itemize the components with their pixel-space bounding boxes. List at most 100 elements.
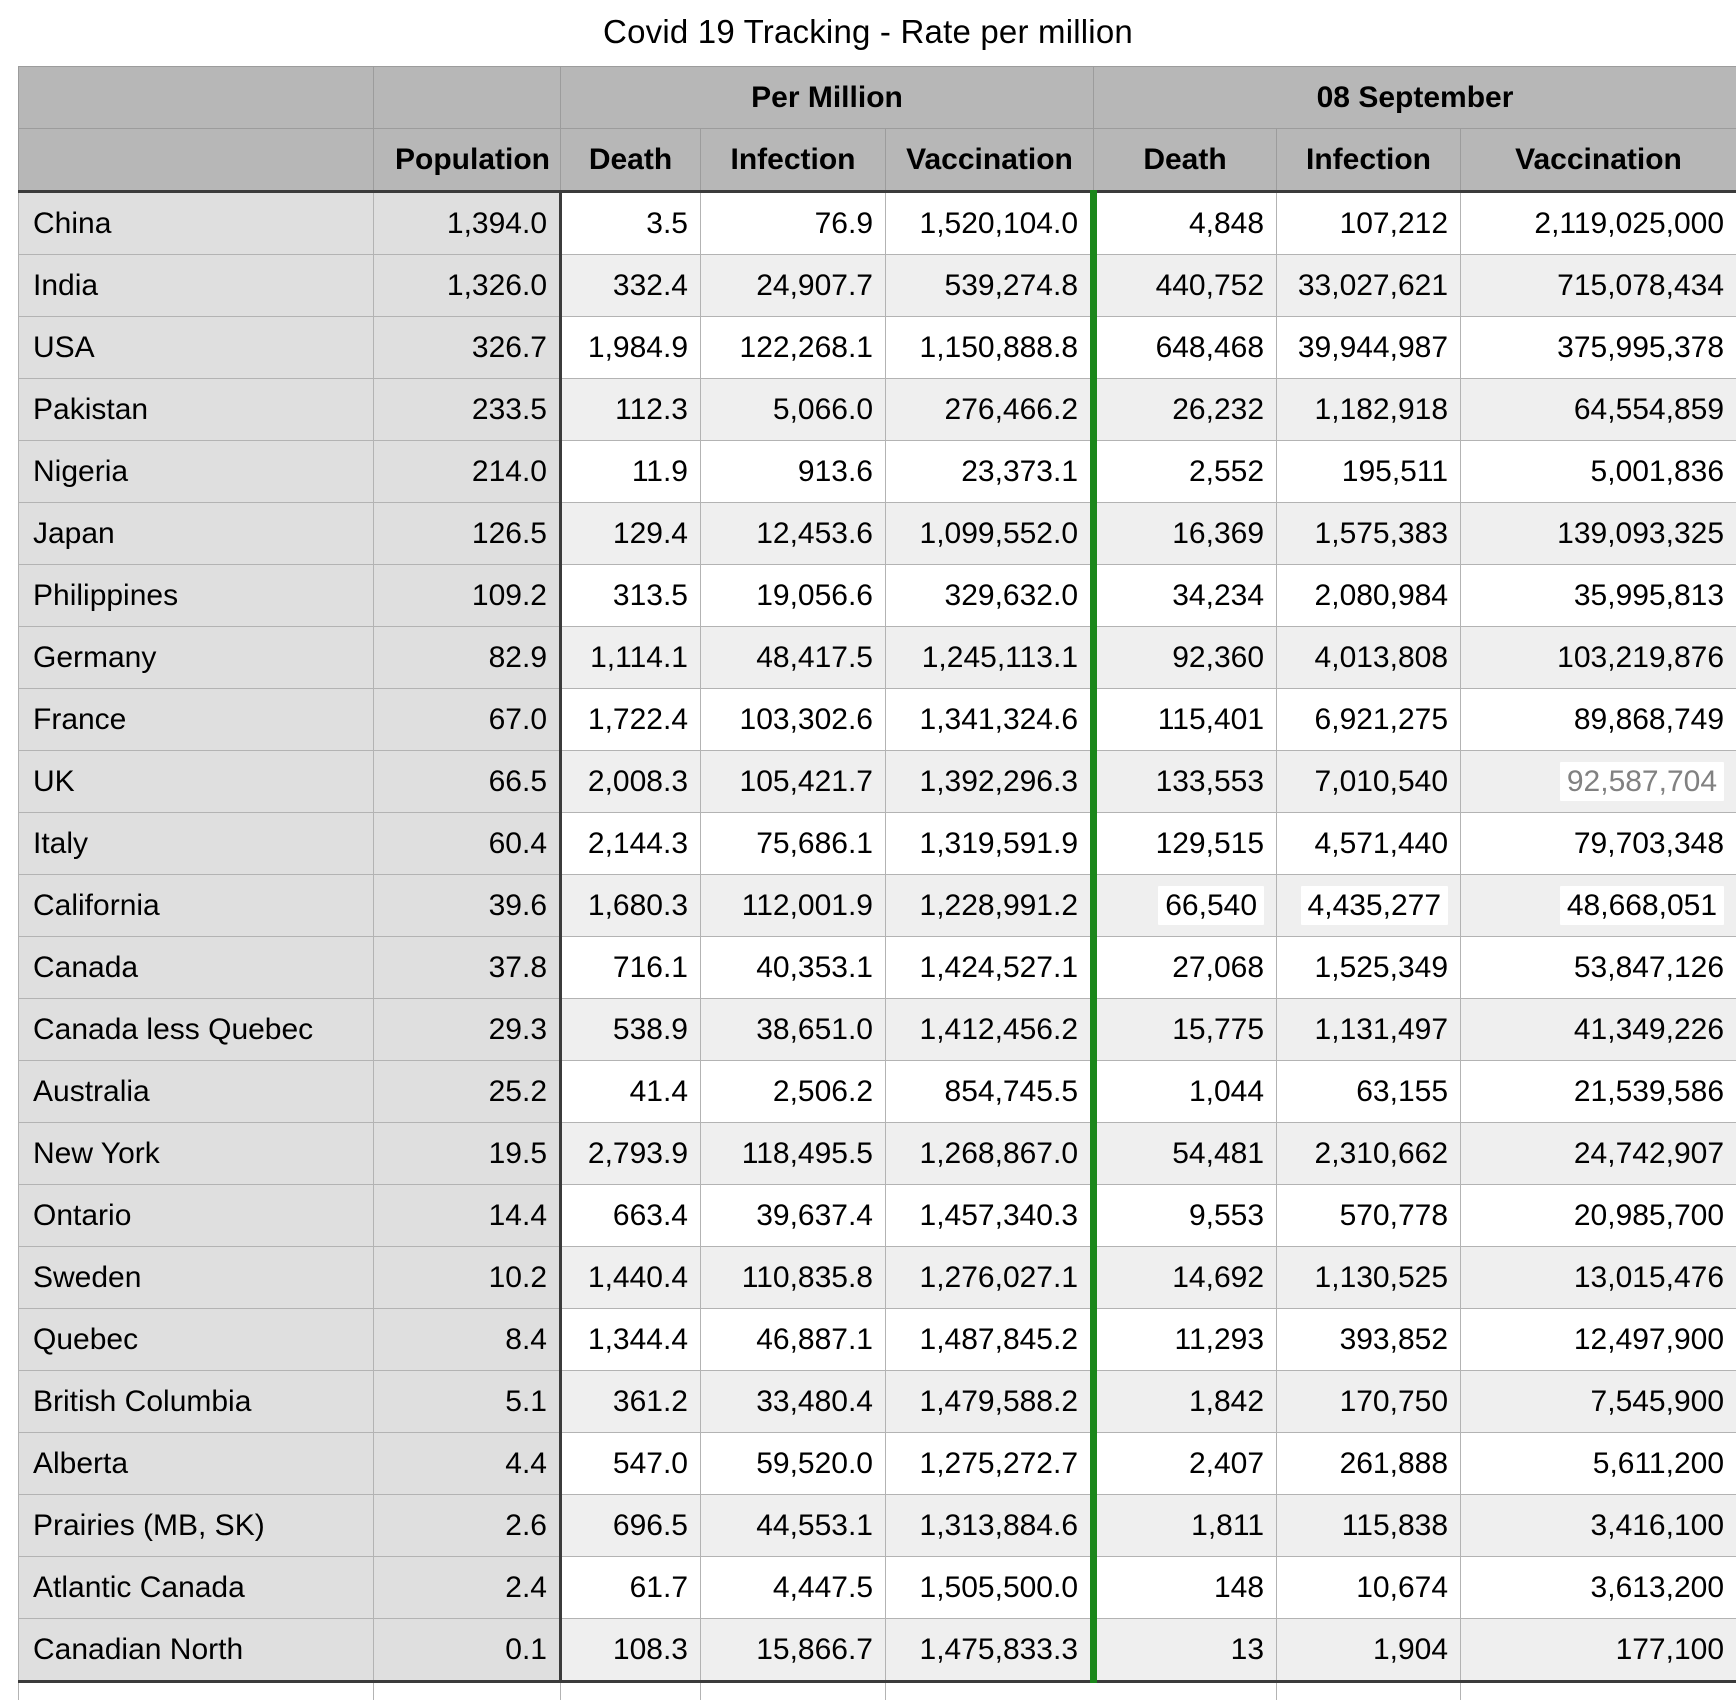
row-label[interactable]: Atlantic Canada xyxy=(18,1556,374,1619)
cell-sep-vaccination[interactable]: 89,868,749 xyxy=(1460,688,1736,751)
cell-sep-death[interactable]: 15,775 xyxy=(1090,998,1278,1061)
cell-sep-infection[interactable]: 393,852 xyxy=(1276,1308,1462,1371)
cell-pm-infection[interactable]: 24,907.7 xyxy=(700,254,886,317)
cell-sep-vaccination[interactable]: 5,001,836 xyxy=(1460,440,1736,503)
cell-sep-vaccination[interactable]: 2,119,025,000 xyxy=(1460,191,1736,255)
cell-pm-infection[interactable]: 913.6 xyxy=(700,440,886,503)
cell-pm-infection[interactable]: 103,302.6 xyxy=(700,688,886,751)
cell-sep-vaccination[interactable]: 48,668,051 xyxy=(1460,874,1736,937)
row-label[interactable]: Australia xyxy=(18,1060,374,1123)
cell-pm-death[interactable]: 129.4 xyxy=(559,502,701,565)
cell-pm-death[interactable]: 663.4 xyxy=(559,1184,701,1247)
cell-population[interactable]: 14.4 xyxy=(373,1184,561,1247)
cell-sep-death[interactable]: 133,553 xyxy=(1090,750,1278,813)
cell-pm-vaccination[interactable]: 1,520,104.0 xyxy=(884,191,1095,255)
cell-population[interactable]: 233.5 xyxy=(373,378,561,441)
cell-pm-infection[interactable]: 39,637.4 xyxy=(700,1184,886,1247)
cell-population[interactable]: 67.0 xyxy=(373,688,561,751)
row-label[interactable]: USA xyxy=(18,316,374,379)
cell-population[interactable]: 60.4 xyxy=(373,812,561,875)
cell-sep-infection[interactable]: 33,027,621 xyxy=(1276,254,1462,317)
cell-pm-infection[interactable]: 122,268.1 xyxy=(700,316,886,379)
cell-pm-death[interactable]: 313.5 xyxy=(559,564,701,627)
cell-pm-vaccination[interactable]: 854,745.5 xyxy=(884,1060,1095,1123)
cell-sep-vaccination[interactable]: 92,587,704 xyxy=(1460,750,1736,813)
cell-pm-vaccination[interactable]: 1,392,296.3 xyxy=(884,750,1095,813)
cell-sep-infection[interactable]: 4,013,808 xyxy=(1276,626,1462,689)
cell-pm-infection[interactable]: 40,353.1 xyxy=(700,936,886,999)
cell-population[interactable]: 1,326.0 xyxy=(373,254,561,317)
row-label[interactable]: Japan xyxy=(18,502,374,565)
cell-population[interactable]: 19.5 xyxy=(373,1122,561,1185)
row-label[interactable]: Prairies (MB, SK) xyxy=(18,1494,374,1557)
cell-pm-vaccination[interactable]: 1,475,833.3 xyxy=(884,1618,1095,1683)
cell-sep-death[interactable]: 13 xyxy=(1090,1618,1278,1683)
cell-pm-vaccination[interactable]: 1,412,456.2 xyxy=(884,998,1095,1061)
cell-sep-infection[interactable]: 10,674 xyxy=(1276,1556,1462,1619)
cell-sep-death[interactable]: 1,811 xyxy=(1090,1494,1278,1557)
row-label[interactable]: UK xyxy=(18,750,374,813)
row-label[interactable]: France xyxy=(18,688,374,751)
cell-sep-infection[interactable]: 2,310,662 xyxy=(1276,1122,1462,1185)
cell-pm-death[interactable]: 112.3 xyxy=(559,378,701,441)
cell-population[interactable]: 8.4 xyxy=(373,1308,561,1371)
cell-sep-infection[interactable]: 170,750 xyxy=(1276,1370,1462,1433)
cell-population[interactable]: 66.5 xyxy=(373,750,561,813)
cell-pm-vaccination[interactable]: 1,487,845.2 xyxy=(884,1308,1095,1371)
header-population[interactable]: Population xyxy=(373,128,561,192)
cell-sep-vaccination[interactable]: 41,349,226 xyxy=(1460,998,1736,1061)
cell-population[interactable]: 109.2 xyxy=(373,564,561,627)
cell-pm-death[interactable]: 696.5 xyxy=(559,1494,701,1557)
header-sep-death[interactable]: Death xyxy=(1093,128,1278,192)
row-label[interactable]: India xyxy=(18,254,374,317)
cell-sep-infection[interactable]: 570,778 xyxy=(1276,1184,1462,1247)
cell-population[interactable]: 25.2 xyxy=(373,1060,561,1123)
cell-sep-vaccination[interactable]: 3,613,200 xyxy=(1460,1556,1736,1619)
row-label[interactable]: Sweden xyxy=(18,1246,374,1309)
cell-pm-vaccination[interactable]: 23,373.1 xyxy=(884,440,1095,503)
row-label[interactable]: Alberta xyxy=(18,1432,374,1495)
cell-sep-death[interactable]: 16,369 xyxy=(1090,502,1278,565)
cell-pm-death[interactable]: 547.0 xyxy=(559,1432,701,1495)
cell-sep-vaccination[interactable]: 177,100 xyxy=(1460,1618,1736,1683)
cell-sep-infection[interactable]: 1,904 xyxy=(1276,1618,1462,1683)
cell-sep-vaccination[interactable]: 715,078,434 xyxy=(1460,254,1736,317)
cell-sep-vaccination[interactable]: 53,847,126 xyxy=(1460,936,1736,999)
cell-sep-infection[interactable]: 1,130,525 xyxy=(1276,1246,1462,1309)
cell-pm-vaccination[interactable]: 1,505,500.0 xyxy=(884,1556,1095,1619)
cell-sep-death[interactable]: 14,692 xyxy=(1090,1246,1278,1309)
cell-pm-death[interactable]: 1,440.4 xyxy=(559,1246,701,1309)
cell-pm-death[interactable]: 108.3 xyxy=(559,1618,701,1683)
header-pm-infection[interactable]: Infection xyxy=(700,128,886,192)
row-label[interactable]: Quebec xyxy=(18,1308,374,1371)
group-header-date[interactable]: 08 September xyxy=(1093,66,1736,129)
cell-pm-infection[interactable]: 12,453.6 xyxy=(700,502,886,565)
cell-pm-death[interactable]: 1,722.4 xyxy=(559,688,701,751)
cell-pm-infection[interactable]: 48,417.5 xyxy=(700,626,886,689)
cell-pm-infection[interactable]: 112,001.9 xyxy=(700,874,886,937)
cell-population[interactable]: 29.3 xyxy=(373,998,561,1061)
cell-pm-infection[interactable]: 38,651.0 xyxy=(700,998,886,1061)
cell-sep-death[interactable]: 2,552 xyxy=(1090,440,1278,503)
cell-population[interactable]: 5.1 xyxy=(373,1370,561,1433)
cell-pm-vaccination[interactable]: 1,457,340.3 xyxy=(884,1184,1095,1247)
cell-pm-vaccination[interactable]: 1,424,527.1 xyxy=(884,936,1095,999)
cell-population[interactable]: 82.9 xyxy=(373,626,561,689)
header-pm-vaccination[interactable]: Vaccination xyxy=(884,128,1095,192)
cell-sep-death[interactable]: 34,234 xyxy=(1090,564,1278,627)
cell-pm-infection[interactable]: 110,835.8 xyxy=(700,1246,886,1309)
cell-pm-vaccination[interactable]: 1,099,552.0 xyxy=(884,502,1095,565)
header-sep-infection[interactable]: Infection xyxy=(1276,128,1462,192)
cell-sep-infection[interactable]: 1,182,918 xyxy=(1276,378,1462,441)
cell-population[interactable]: 37.8 xyxy=(373,936,561,999)
cell-sep-vaccination[interactable]: 35,995,813 xyxy=(1460,564,1736,627)
cell-pm-death[interactable]: 3.5 xyxy=(559,191,701,255)
cell-pm-death[interactable]: 716.1 xyxy=(559,936,701,999)
cell-sep-infection[interactable]: 1,575,383 xyxy=(1276,502,1462,565)
row-label[interactable]: Nigeria xyxy=(18,440,374,503)
cell-sep-death[interactable]: 1,044 xyxy=(1090,1060,1278,1123)
cell-pm-death[interactable]: 1,984.9 xyxy=(559,316,701,379)
cell-sep-infection[interactable]: 1,131,497 xyxy=(1276,998,1462,1061)
cell-sep-infection[interactable]: 6,921,275 xyxy=(1276,688,1462,751)
cell-sep-vaccination[interactable]: 24,742,907 xyxy=(1460,1122,1736,1185)
